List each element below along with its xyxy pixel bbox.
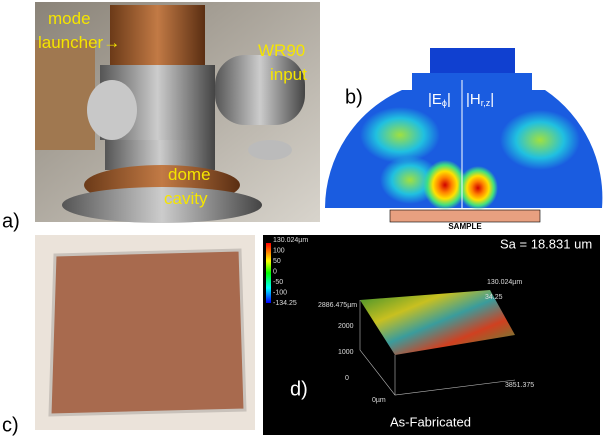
base-flange [62,187,262,223]
colorbar-label: 0 [273,268,277,275]
annotation-line: cavity [164,189,208,208]
colorbar-label: 100 [273,247,285,254]
colorbar-label: 130.024µm [273,237,308,244]
field-main: |H [466,91,481,108]
field-tail: | [490,91,494,108]
simulation-b: SAMPLE |Eϕ| |Hr,z| [325,48,602,231]
colorbar-label: -134.25 [273,300,297,307]
launcher [110,5,205,65]
waveguide [430,48,515,73]
axis-label: 130.024µm [487,279,522,286]
box [35,40,95,150]
photo-c [35,235,255,430]
axis-label: 1000 [338,349,354,356]
axis-label: 0 [345,375,349,382]
panel-label: a) [2,210,20,232]
roughness-metric: Sa = 18.831 um [500,236,592,251]
colorbar-label: -100 [273,289,287,296]
panel-label: c) [2,414,19,436]
field-lobe [500,110,580,170]
field-lobe [360,107,440,163]
sample-label: SAMPLE [448,222,482,231]
photo-a: mode launcher→ WR90 input dome cavity [35,2,320,223]
axis-label: 0µm [372,397,386,404]
axis-label: 2886.475µm [318,302,357,309]
panel-label: d) [290,378,308,400]
field-main: |E [428,91,442,108]
field-sub: r,z [481,98,491,108]
axis-label: 34.25 [485,294,503,301]
annotation-line: dome [168,165,211,184]
annotation-line: mode [48,9,91,28]
sample-bar [390,210,540,222]
profilometry-d: Sa = 18.831 um As-Fabricated [263,235,600,435]
panel-label: b) [345,86,363,108]
annotation-line: launcher→ [38,33,120,52]
sample-plate [50,250,245,415]
field-tail: | [447,91,451,108]
colorbar-label: 50 [273,258,281,265]
mouse [248,140,292,160]
axis-label: 2000 [338,323,354,330]
figure: mode launcher→ WR90 input dome cavity a) SA… [0,0,603,437]
caption: As-Fabricated [390,414,471,429]
colorbar-label: -50 [273,279,283,286]
field-label: |Eϕ| [428,91,451,108]
field-peak [458,166,498,210]
axis-label: 3851.375 [505,382,534,389]
colorbar [266,243,271,303]
field-label: |Hr,z| [466,91,494,108]
annotation-line: WR90 [258,41,305,60]
annotation-line: input [270,65,307,84]
foil [87,80,137,140]
